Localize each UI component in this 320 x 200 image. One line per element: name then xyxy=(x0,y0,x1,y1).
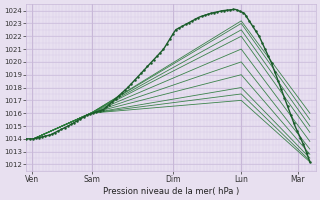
X-axis label: Pression niveau de la mer( hPa ): Pression niveau de la mer( hPa ) xyxy=(103,187,239,196)
